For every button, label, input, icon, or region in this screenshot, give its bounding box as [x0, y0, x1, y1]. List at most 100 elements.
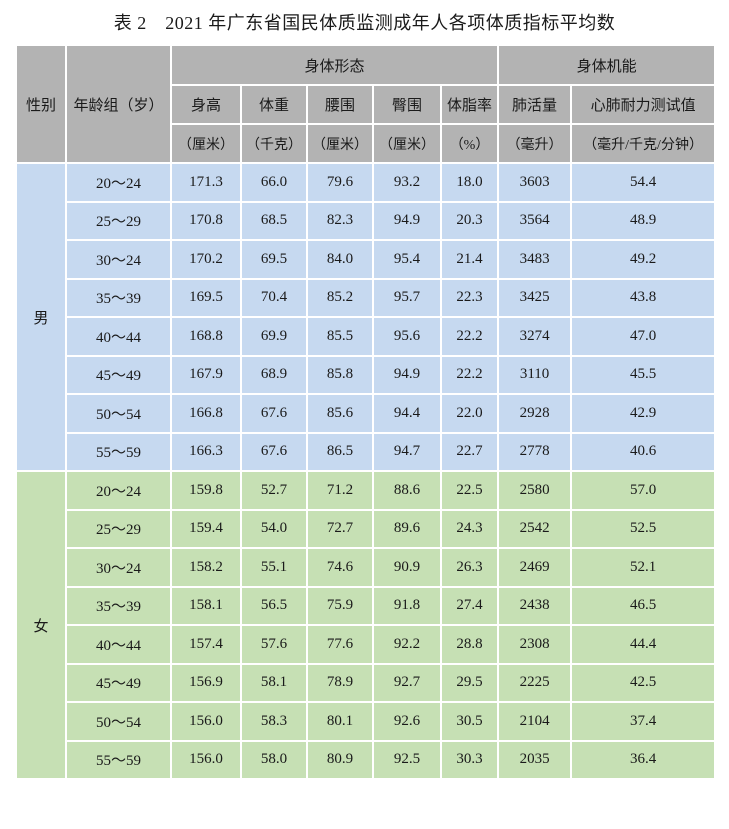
- value-cell: 156.9: [170, 662, 242, 703]
- table-row: 55～59 156.0 58.0 80.9 92.5 30.3 2035 36.4: [16, 739, 717, 780]
- col-unit-waist: （厘米）: [306, 123, 374, 164]
- age-group-cell: 35～39: [65, 277, 172, 318]
- value-cell: 92.2: [372, 624, 442, 665]
- value-cell: 82.3: [306, 200, 374, 241]
- age-group-cell: 25～29: [65, 200, 172, 241]
- value-cell: 20.3: [439, 200, 500, 241]
- value-cell: 80.1: [306, 701, 374, 742]
- value-cell: 22.3: [439, 277, 500, 318]
- value-cell: 74.6: [306, 547, 374, 588]
- value-cell: 58.3: [240, 701, 308, 742]
- value-cell: 167.9: [170, 354, 242, 395]
- value-cell: 42.5: [570, 662, 717, 703]
- value-cell: 156.0: [170, 739, 242, 780]
- col-unit-cardio-endurance: （毫升/千克/分钟）: [570, 123, 717, 164]
- value-cell: 45.5: [570, 354, 717, 395]
- value-cell: 79.6: [306, 162, 374, 203]
- col-unit-weight: （千克）: [240, 123, 308, 164]
- value-cell: 3110: [497, 354, 573, 395]
- value-cell: 49.2: [570, 239, 717, 280]
- age-group-cell: 25～29: [65, 508, 172, 549]
- value-cell: 30.5: [439, 701, 500, 742]
- value-cell: 48.9: [570, 200, 717, 241]
- table-row: 50～54 166.8 67.6 85.6 94.4 22.0 2928 42.9: [16, 393, 717, 434]
- value-cell: 91.8: [372, 585, 442, 626]
- value-cell: 68.9: [240, 354, 308, 395]
- value-cell: 29.5: [439, 662, 500, 703]
- value-cell: 158.1: [170, 585, 242, 626]
- value-cell: 92.7: [372, 662, 442, 703]
- group-header-function: 身体机能: [497, 44, 717, 86]
- value-cell: 22.2: [439, 316, 500, 357]
- value-cell: 40.6: [570, 431, 717, 472]
- value-cell: 22.0: [439, 393, 500, 434]
- col-header-vital-capacity: 肺活量: [497, 84, 573, 125]
- value-cell: 159.4: [170, 508, 242, 549]
- value-cell: 85.5: [306, 316, 374, 357]
- value-cell: 85.2: [306, 277, 374, 318]
- col-unit-vital-capacity: （毫升）: [497, 123, 573, 164]
- age-group-cell: 40～44: [65, 316, 172, 357]
- table-row: 30～24 170.2 69.5 84.0 95.4 21.4 3483 49.2: [16, 239, 717, 280]
- table-row: 45～49 156.9 58.1 78.9 92.7 29.5 2225 42.5: [16, 662, 717, 703]
- table-row: 55～59 166.3 67.6 86.5 94.7 22.7 2778 40.6: [16, 431, 717, 472]
- value-cell: 27.4: [439, 585, 500, 626]
- age-group-cell: 50～54: [65, 393, 172, 434]
- value-cell: 92.5: [372, 739, 442, 780]
- age-group-cell: 55～59: [65, 739, 172, 780]
- age-group-cell: 40～44: [65, 624, 172, 665]
- value-cell: 85.6: [306, 393, 374, 434]
- value-cell: 95.4: [372, 239, 442, 280]
- value-cell: 57.6: [240, 624, 308, 665]
- table-row: 25～29 159.4 54.0 72.7 89.6 24.3 2542 52.5: [16, 508, 717, 549]
- header-group-row: 性别 年龄组（岁） 身体形态 身体机能: [15, 44, 717, 164]
- value-cell: 70.4: [240, 277, 308, 318]
- value-cell: 170.8: [170, 200, 242, 241]
- value-cell: 84.0: [306, 239, 374, 280]
- value-cell: 95.7: [372, 277, 442, 318]
- col-header-body-fat: 体脂率: [439, 84, 500, 125]
- value-cell: 85.8: [306, 354, 374, 395]
- value-cell: 67.6: [240, 393, 308, 434]
- col-unit-height: （厘米）: [170, 123, 242, 164]
- col-header-weight: 体重: [240, 84, 308, 125]
- value-cell: 58.0: [240, 739, 308, 780]
- table-row: 男 20～24 171.3 66.0 79.6 93.2 18.0 3603 54.4: [15, 162, 717, 472]
- value-cell: 168.8: [170, 316, 242, 357]
- col-header-hip: 臀围: [372, 84, 442, 125]
- value-cell: 75.9: [306, 585, 374, 626]
- value-cell: 44.4: [570, 624, 717, 665]
- table-row: 女 20～24 159.8 52.7 71.2 88.6 22.5 2580 57.0: [15, 470, 717, 780]
- value-cell: 30.3: [439, 739, 500, 780]
- value-cell: 86.5: [306, 431, 374, 472]
- value-cell: 26.3: [439, 547, 500, 588]
- gender-cell: 女: [15, 470, 67, 780]
- value-cell: 94.9: [372, 200, 442, 241]
- value-cell: 54.4: [570, 162, 717, 203]
- value-cell: 21.4: [439, 239, 500, 280]
- gender-cell: 男: [15, 162, 67, 472]
- value-cell: 171.3: [170, 162, 242, 203]
- value-cell: 92.6: [372, 701, 442, 742]
- age-group-cell: 30～24: [65, 239, 172, 280]
- value-cell: 54.0: [240, 508, 308, 549]
- value-cell: 2308: [497, 624, 573, 665]
- age-group-cell: 35～39: [65, 585, 172, 626]
- value-cell: 22.7: [439, 431, 500, 472]
- value-cell: 94.4: [372, 393, 442, 434]
- value-cell: 37.4: [570, 701, 717, 742]
- fitness-table: 性别 年龄组（岁） 身体形态 身体机能 身高 体重 腰围 臀围 体脂率 肺活量 …: [15, 44, 717, 780]
- value-cell: 3425: [497, 277, 573, 318]
- value-cell: 2778: [497, 431, 573, 472]
- value-cell: 94.9: [372, 354, 442, 395]
- table-row: 35～39 169.5 70.4 85.2 95.7 22.3 3425 43.8: [16, 277, 717, 318]
- value-cell: 2542: [497, 508, 573, 549]
- value-cell: 170.2: [170, 239, 242, 280]
- col-header-height: 身高: [170, 84, 242, 125]
- table-row: 25～29 170.8 68.5 82.3 94.9 20.3 3564 48.9: [16, 200, 717, 241]
- value-cell: 57.0: [570, 470, 717, 511]
- value-cell: 158.2: [170, 547, 242, 588]
- age-group-cell: 55～59: [65, 431, 172, 472]
- value-cell: 2225: [497, 662, 573, 703]
- col-unit-body-fat: （%）: [439, 123, 500, 164]
